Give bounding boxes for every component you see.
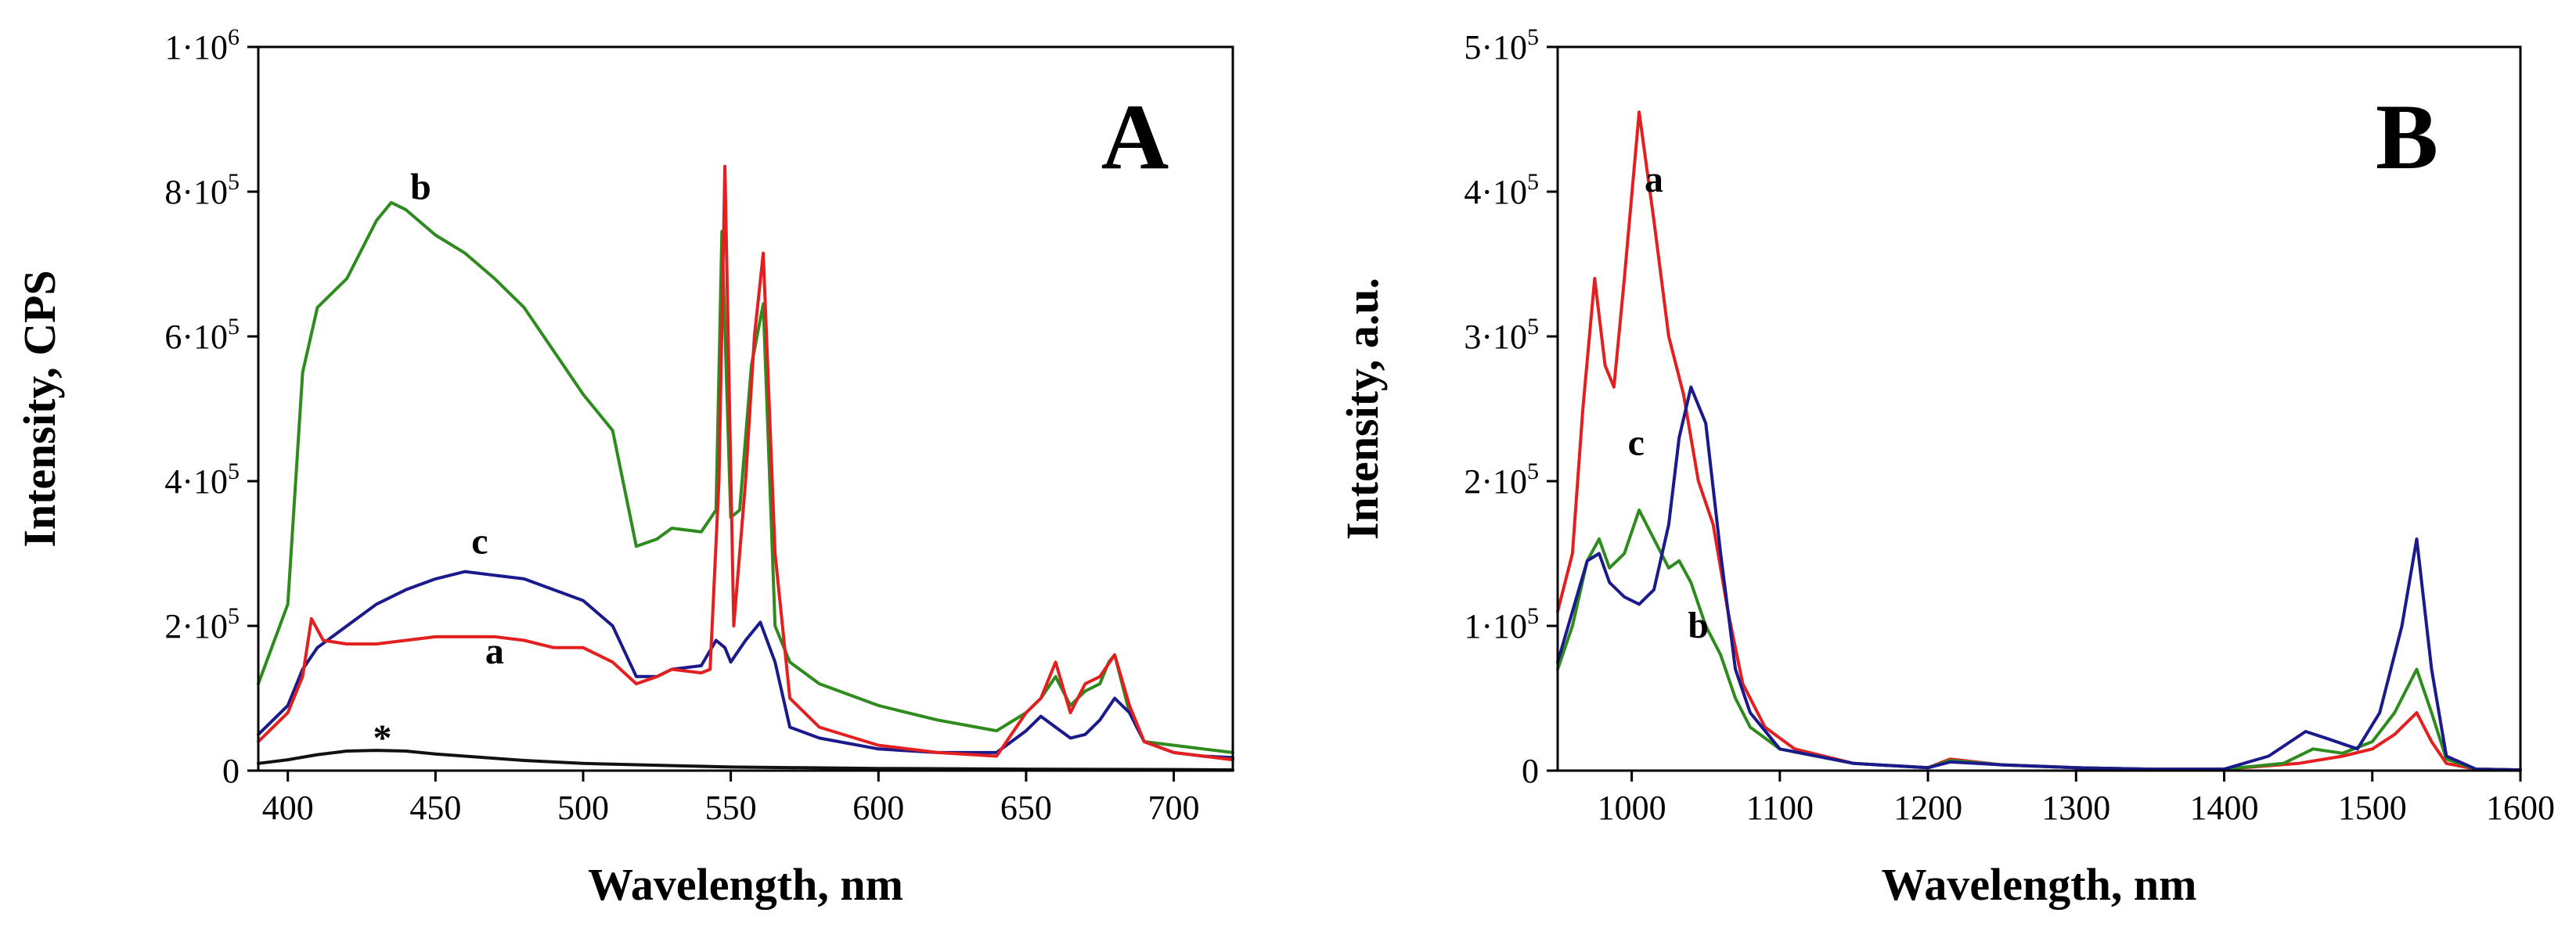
series-line-a-a <box>257 164 1234 762</box>
y-tick-label: 6·105 <box>164 314 240 356</box>
y-tick-label: 2·105 <box>1464 458 1539 501</box>
curve-label: c <box>1628 422 1645 464</box>
series-line-b-a <box>1556 110 2522 772</box>
x-tick-label: 1600 <box>2486 789 2555 827</box>
y-tick-label: 5·105 <box>1464 24 1539 67</box>
x-tick-label: 1300 <box>2041 789 2110 827</box>
y-tick-label: 1·106 <box>164 24 240 67</box>
panel-a: 400 450 500 550 600 650 700 0 2·105 4·105 6·105 8·1… <box>14 24 1234 910</box>
y-tick-label: 4·105 <box>164 458 240 501</box>
curve-label: a <box>1645 159 1663 200</box>
y-tick-label: 1·105 <box>1464 603 1539 645</box>
x-tick-label: 600 <box>852 789 904 827</box>
y-tick-label: 0 <box>222 752 240 790</box>
x-tick-label: 700 <box>1148 789 1200 827</box>
x-axis-title: Wavelength, nm <box>1882 859 2197 910</box>
y-axis-title: Intensity, a.u. <box>1337 278 1388 540</box>
series-line-a-c <box>257 570 1234 760</box>
curve-label: b <box>1688 605 1709 646</box>
x-tick-label: 1100 <box>1746 789 1814 827</box>
panel-b: 1000 1100 1200 1300 1400 1500 1600 0 1·105 2·105 3… <box>1337 24 2555 910</box>
x-tick-label: 1200 <box>1893 789 1962 827</box>
y-tick-label: 3·105 <box>1464 314 1539 356</box>
x-tick-label: 650 <box>1000 789 1052 827</box>
panel-letter: A <box>1101 84 1169 189</box>
curve-label: a <box>485 631 504 672</box>
x-tick-label: 1000 <box>1598 789 1666 827</box>
y-tick-label: 4·105 <box>1464 169 1539 211</box>
y-tick-label: 2·105 <box>164 603 240 645</box>
x-tick-label: 400 <box>262 789 314 827</box>
panel-letter: B <box>2376 84 2438 189</box>
series-line-b-b <box>1556 385 2522 772</box>
series-line-a-b <box>257 200 1234 754</box>
x-tick-label: 500 <box>557 789 609 827</box>
x-tick-label: 550 <box>705 789 757 827</box>
series-line-a-star <box>257 749 1234 772</box>
y-axis-title: Intensity, CPS <box>14 270 65 548</box>
plot-frame <box>1556 45 2522 772</box>
x-tick-label: 1400 <box>2190 789 2259 827</box>
x-tick-label: 1500 <box>2338 789 2407 827</box>
y-tick-label: 8·105 <box>164 169 240 211</box>
plot-frame <box>257 45 1234 772</box>
x-axis-title: Wavelength, nm <box>588 859 903 910</box>
curve-label: c <box>471 521 488 563</box>
curve-label: * <box>373 717 391 759</box>
curve-label: b <box>410 166 431 207</box>
x-tick-label: 450 <box>409 789 461 827</box>
y-tick-label: 0 <box>1522 752 1539 790</box>
